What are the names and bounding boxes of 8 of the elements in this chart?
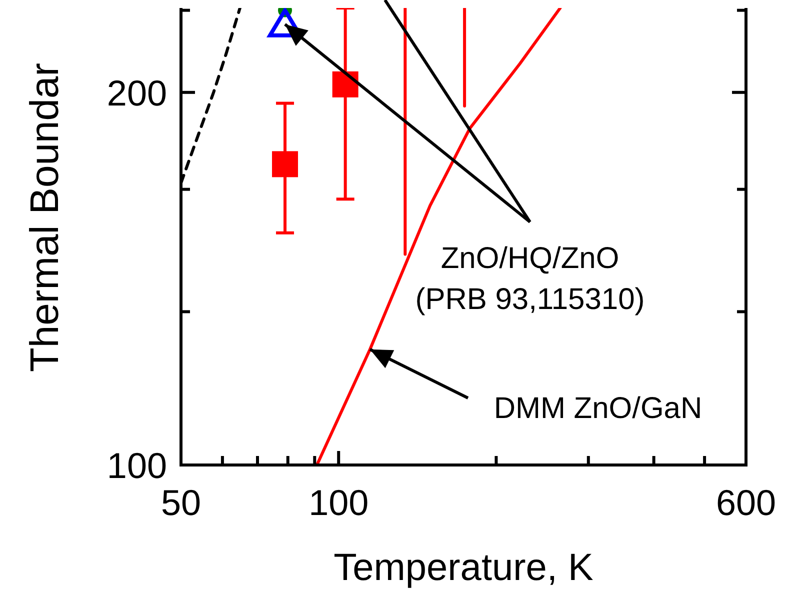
annotation: DMM ZnO/GaN: [494, 392, 702, 425]
x-tick-label: 100: [308, 482, 369, 523]
x-tick-label: 600: [716, 482, 776, 523]
x-axis-title: Temperature, K: [334, 547, 594, 589]
x-tick-label: 50: [160, 482, 202, 523]
annotation: ZnO/HQ/ZnO (PRB 93,115310): [415, 242, 645, 316]
y-axis-title: Thermal Boundar: [23, 62, 67, 372]
y-tick-label: 200: [106, 72, 167, 114]
